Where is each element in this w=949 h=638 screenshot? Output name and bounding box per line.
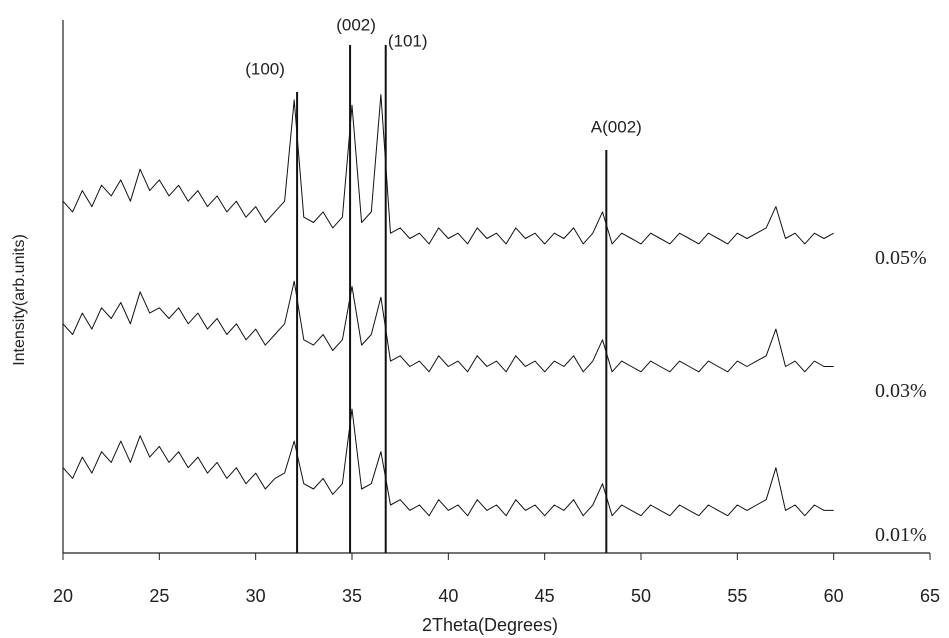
x-tick-label: 65 [920, 586, 940, 606]
x-tick-label: 40 [438, 586, 458, 606]
x-tick-label: 25 [149, 586, 169, 606]
x-tick-label: 30 [246, 586, 266, 606]
series-label: 0.01% [875, 524, 927, 546]
series-line [62, 280, 834, 373]
x-tick-label: 50 [631, 586, 651, 606]
peak-label: (002) [336, 15, 376, 34]
y-axis-title: Intensity(arb.units) [11, 234, 28, 366]
x-tick-label: 60 [824, 586, 844, 606]
x-axis-title: 2Theta(Degrees) [422, 615, 558, 635]
x-tick-label: 35 [342, 586, 362, 606]
x-tick-label: 55 [727, 586, 747, 606]
peak-label: (101) [388, 31, 428, 50]
series-label: 0.05% [875, 247, 927, 269]
peak-label: (100) [245, 59, 285, 78]
series-line [62, 408, 834, 517]
x-tick-label: 45 [535, 586, 555, 606]
series-line [62, 94, 834, 245]
x-tick-label: 20 [53, 586, 73, 606]
peak-label: A(002) [591, 117, 642, 136]
series-label: 0.03% [875, 380, 927, 402]
